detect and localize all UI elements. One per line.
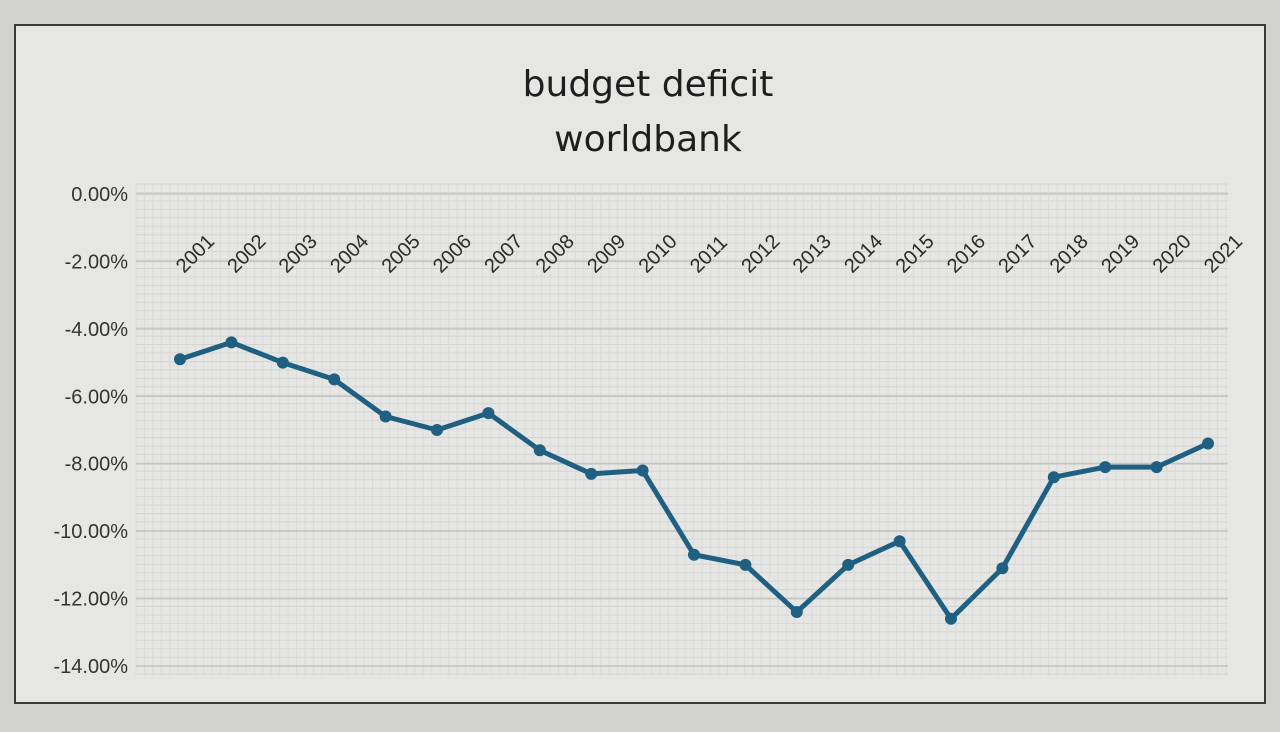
data-point xyxy=(379,410,392,423)
y-tick-label: -6.00% xyxy=(65,386,129,408)
data-point xyxy=(1099,461,1112,474)
y-axis-ticks: 0.00% -2.00% -4.00% -6.00% -8.00% -10.00% -12.… xyxy=(54,184,129,678)
series xyxy=(174,336,1214,625)
data-point xyxy=(945,612,957,625)
chart-subtitle: worldbank xyxy=(554,119,742,160)
data-point xyxy=(1150,461,1163,474)
chart-frame: budget deficit worldbank 0.00% -2.00% -4.0… xyxy=(14,24,1266,704)
line-chart: budget deficit worldbank 0.00% -2.00% -4.0… xyxy=(16,26,1264,702)
y-tick-label: -14.00% xyxy=(54,656,129,678)
data-point xyxy=(739,558,752,571)
data-point xyxy=(996,562,1009,575)
y-tick-label: 0.00% xyxy=(71,184,128,206)
data-point xyxy=(276,356,289,369)
y-tick-label: -4.00% xyxy=(65,319,129,341)
data-point xyxy=(328,373,341,386)
chart-title: budget deficit xyxy=(523,64,774,105)
data-point xyxy=(636,464,649,477)
data-point xyxy=(893,535,906,548)
data-point xyxy=(533,444,546,457)
y-tick-label: -12.00% xyxy=(54,589,129,611)
data-point xyxy=(790,606,803,619)
data-point xyxy=(482,407,495,420)
data-point xyxy=(688,548,700,561)
y-tick-label: -10.00% xyxy=(54,521,129,543)
data-point xyxy=(842,558,855,571)
data-point xyxy=(431,424,443,436)
data-point xyxy=(174,353,186,366)
y-tick-label: -8.00% xyxy=(65,454,129,476)
data-point xyxy=(585,467,598,480)
y-tick-label: -2.00% xyxy=(65,251,129,273)
data-point xyxy=(225,336,238,349)
data-point xyxy=(1047,471,1060,484)
data-point xyxy=(1202,437,1214,450)
